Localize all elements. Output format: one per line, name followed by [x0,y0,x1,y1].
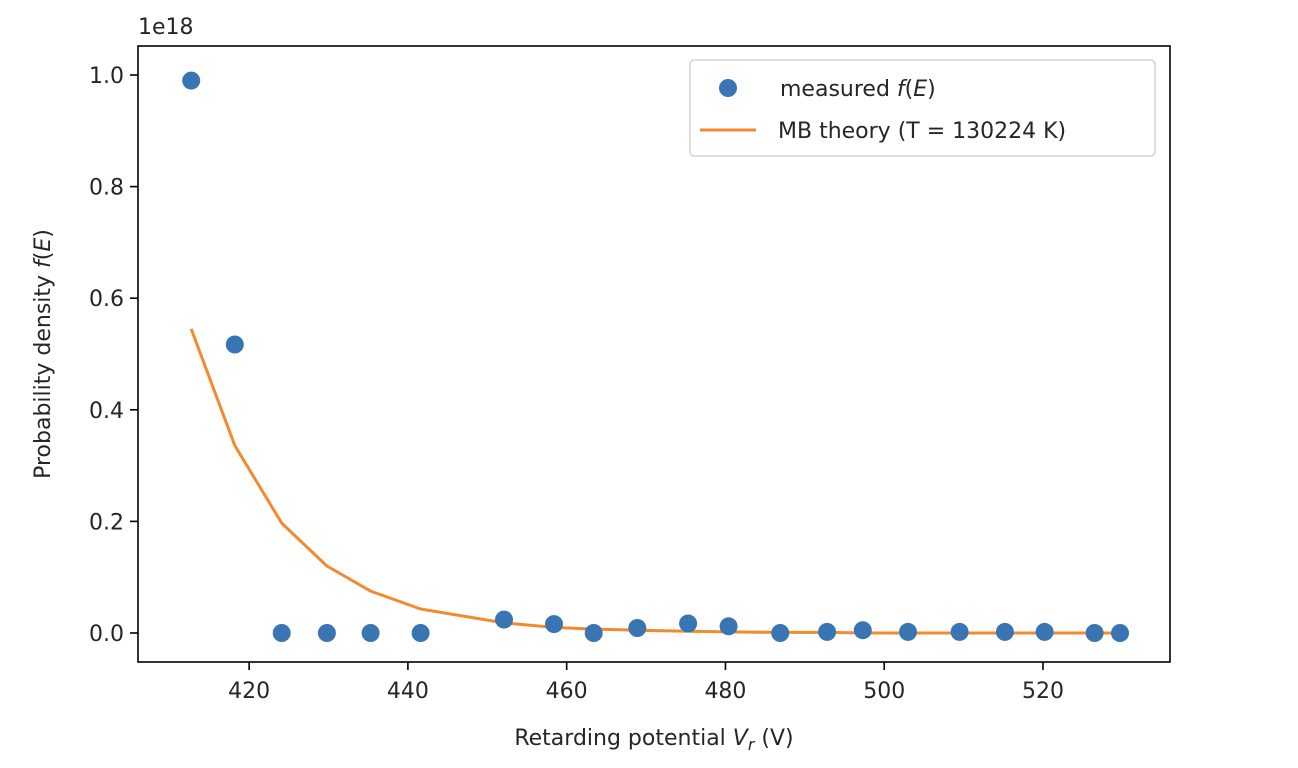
legend-label-theory: MB theory (T = 130224 K) [778,119,1066,144]
data-point [719,617,738,636]
theory-line-layer [189,328,1120,635]
legend-box [689,59,1156,157]
data-point [545,615,563,634]
measured-points-layer [182,71,1129,642]
data-point [679,614,698,633]
data-point [628,619,647,637]
legend: measured f(E) MB theory (T = 130224 K) [689,59,1156,157]
y-tick-label: 0.4 [89,399,124,424]
ticks: 420 440 460 480 500 520 0.0 0.2 0.4 0.6 0.8 1.0 [89,64,1064,704]
data-point [853,621,872,640]
data-point [182,71,201,90]
y-tick-label: 1.0 [89,64,124,89]
data-point [1111,624,1129,642]
data-point [584,624,603,642]
data-point [818,622,837,641]
data-point [899,622,917,641]
x-axis-label: Retarding potential Vr (V) [514,726,793,754]
data-point [361,624,380,642]
x-tick-label: 480 [704,679,746,704]
y-tick-label: 0.6 [89,287,124,312]
data-point [771,624,790,642]
x-tick-label: 440 [387,679,429,704]
y-axis-label: Probability density f(E) [31,229,56,479]
x-tick-label: 520 [1022,679,1064,704]
y-offset-text: 1e18 [138,15,194,40]
data-point [411,624,430,642]
data-point [317,624,336,642]
y-tick-label: 0.0 [89,622,124,647]
data-point [950,622,969,641]
plot-frame [137,45,1171,663]
y-tick-label: 0.2 [89,510,124,535]
legend-label-measured: measured f(E) [780,77,936,102]
x-tick-label: 460 [546,679,588,704]
data-point [1085,624,1104,642]
data-point [995,622,1014,641]
x-tick-label: 420 [228,679,270,704]
x-tick-label: 500 [863,679,905,704]
data-point [495,610,513,629]
y-tick-label: 0.8 [89,176,124,201]
data-point [272,624,291,642]
legend-marker-measured [719,79,737,97]
data-point [225,335,244,354]
data-point [1035,622,1054,641]
theory-line [189,328,1120,635]
